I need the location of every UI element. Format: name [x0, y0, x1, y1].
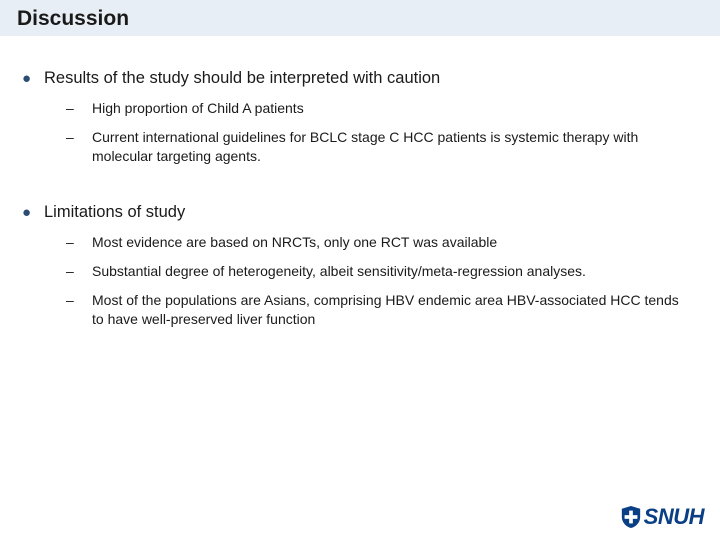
bullet-level2: High proportion of Child A patients: [66, 99, 686, 118]
bullet-level2: Most evidence are based on NRCTs, only o…: [66, 233, 686, 252]
bullet-text: High proportion of Child A patients: [92, 100, 304, 116]
slide-title: Discussion: [17, 7, 129, 31]
bullet-level2: Most of the populations are Asians, comp…: [66, 291, 686, 329]
bullet-level2: Substantial degree of heterogeneity, alb…: [66, 262, 686, 281]
slide: Discussion Results of the study should b…: [0, 0, 720, 540]
content-area: Results of the study should be interpret…: [0, 60, 720, 338]
bullet-text: Limitations of study: [44, 203, 185, 221]
shield-cross-icon: [620, 505, 642, 529]
bullet-text: Most of the populations are Asians, comp…: [92, 292, 679, 327]
bullet-level1: Limitations of study: [20, 202, 700, 223]
bullet-level2: Current international guidelines for BCL…: [66, 128, 686, 166]
logo: SNUH: [620, 504, 704, 530]
bullet-text: Current international guidelines for BCL…: [92, 129, 638, 164]
bullet-level1: Results of the study should be interpret…: [20, 68, 700, 89]
bullet-text: Substantial degree of heterogeneity, alb…: [92, 263, 586, 279]
bullet-text: Results of the study should be interpret…: [44, 69, 440, 87]
bullet-text: Most evidence are based on NRCTs, only o…: [92, 234, 497, 250]
logo-text: SNUH: [644, 504, 704, 530]
spacer: [20, 176, 700, 194]
